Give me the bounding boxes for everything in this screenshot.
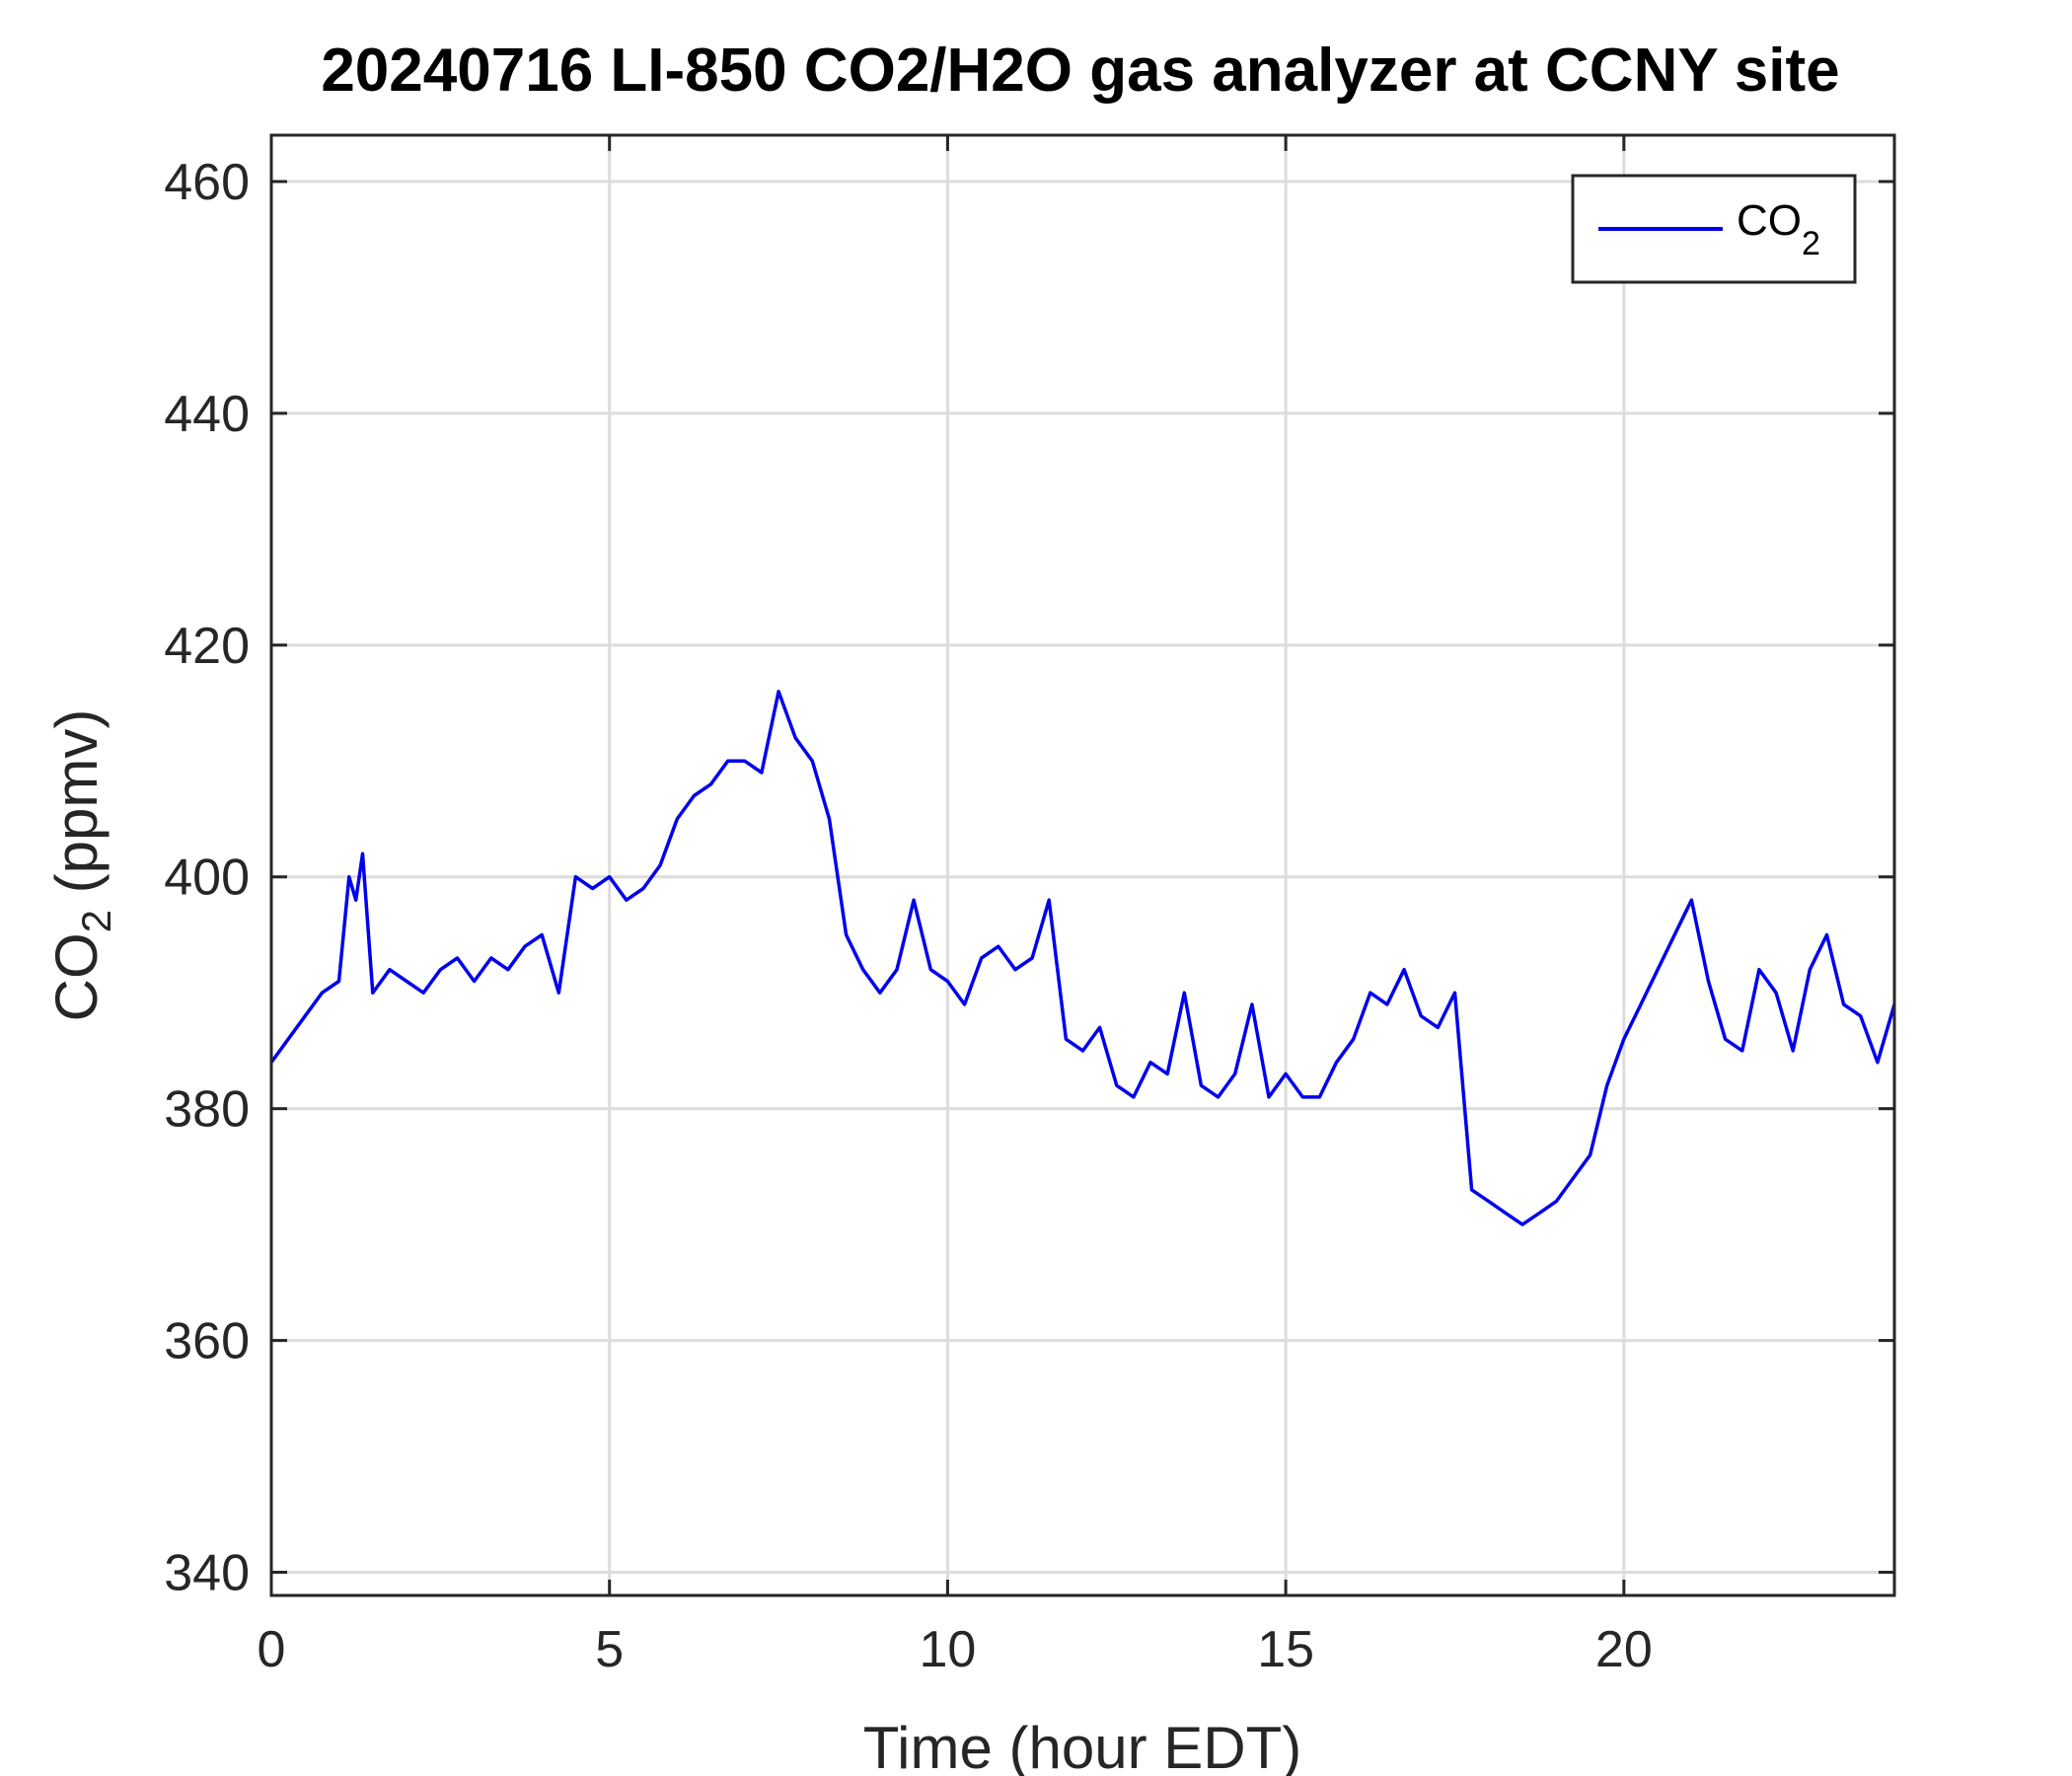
legend[interactable]: CO2 xyxy=(1571,174,1857,284)
x-tick-labels: 0 5 10 15 20 xyxy=(258,1621,1653,1678)
y-tick-label: 360 xyxy=(164,1313,250,1370)
y-axis-label-suffix: (ppmv) xyxy=(43,709,110,910)
y-tick-label: 440 xyxy=(164,386,250,443)
legend-label-main: CO xyxy=(1737,196,1802,245)
legend-entry-co2: CO2 xyxy=(1737,196,1820,262)
y-tick-labels: 340 360 380 400 420 440 460 xyxy=(164,154,250,1602)
x-axis-label: Time (hour EDT) xyxy=(863,1715,1302,1776)
x-tick-label: 10 xyxy=(919,1621,976,1678)
plot-area xyxy=(271,135,1894,1595)
y-axis-label-subscript: 2 xyxy=(73,910,119,932)
series-layer xyxy=(271,690,1894,1226)
series-line-co2 xyxy=(271,690,1894,1226)
y-tick-label: 380 xyxy=(164,1081,250,1139)
y-axis-label: CO2 (ppmv) xyxy=(43,709,119,1022)
legend-label-subscript: 2 xyxy=(1802,225,1820,262)
y-axis-label-main: CO xyxy=(43,932,110,1021)
y-tick-label: 460 xyxy=(164,154,250,211)
y-tick-label: 420 xyxy=(164,618,250,675)
axis-ticks xyxy=(269,135,1894,1595)
chart-title: 20240716 LI-850 CO2/H2O gas analyzer at … xyxy=(321,37,1839,105)
x-tick-label: 20 xyxy=(1595,1621,1653,1678)
y-tick-label: 340 xyxy=(164,1545,250,1602)
y-tick-label: 400 xyxy=(164,850,250,907)
plot-frame xyxy=(269,133,1896,1597)
x-tick-label: 15 xyxy=(1257,1621,1314,1678)
x-tick-label: 5 xyxy=(595,1621,624,1678)
x-tick-label: 0 xyxy=(258,1621,286,1678)
